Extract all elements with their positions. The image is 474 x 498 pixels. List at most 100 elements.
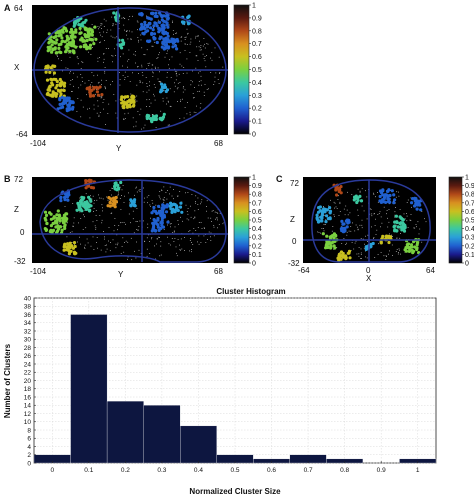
voxel-dot: [179, 249, 181, 251]
cluster-voxel: [410, 201, 414, 205]
voxel-dot: [144, 54, 146, 56]
voxel-dot: [135, 62, 136, 64]
voxel-dot: [93, 249, 95, 250]
cluster-voxel: [161, 216, 165, 220]
voxel-dot: [336, 247, 338, 248]
voxel-dot: [80, 99, 82, 101]
cluster-voxel: [59, 33, 63, 37]
voxel-dot: [121, 107, 123, 109]
colorbar-tick-label: 0.2: [465, 243, 474, 250]
voxel-dot: [180, 101, 181, 102]
voxel-dot: [134, 54, 136, 56]
cluster-voxel: [151, 114, 156, 118]
y-tick-label: 34: [24, 320, 32, 327]
voxel-dot: [349, 212, 351, 214]
voxel-dot: [210, 240, 212, 241]
voxel-dot: [174, 70, 176, 72]
voxel-dot: [346, 231, 348, 233]
voxel-dot: [104, 238, 105, 240]
cluster-voxel: [68, 49, 72, 54]
voxel-dot: [128, 49, 130, 51]
voxel-dot: [357, 228, 359, 230]
voxel-dot: [127, 112, 129, 114]
voxel-dot: [152, 45, 154, 47]
voxel-dot: [169, 223, 171, 225]
voxel-dot: [182, 73, 184, 74]
voxel-dot: [86, 238, 88, 240]
voxel-dot: [111, 16, 113, 18]
cluster-voxel: [176, 208, 180, 213]
voxel-dot: [77, 98, 79, 99]
voxel-dot: [151, 64, 153, 66]
voxel-dot: [191, 249, 192, 250]
cluster-voxel: [80, 22, 84, 26]
voxel-dot: [80, 36, 82, 38]
voxel-dot: [103, 31, 104, 33]
voxel-dot: [198, 222, 200, 223]
voxel-dot: [81, 77, 83, 79]
cluster-voxel: [85, 38, 89, 43]
voxel-dot: [177, 87, 179, 89]
voxel-dot: [151, 200, 153, 201]
voxel-dot: [195, 67, 197, 69]
cluster-voxel: [166, 34, 170, 38]
cluster-voxel: [62, 248, 66, 252]
voxel-dot: [189, 111, 191, 113]
cluster-voxel: [159, 226, 163, 231]
panel-a-letter: A: [4, 3, 11, 13]
voxel-dot: [124, 29, 125, 31]
voxel-dot: [104, 67, 106, 68]
voxel-dot: [73, 225, 74, 227]
voxel-dot: [103, 108, 104, 110]
voxel-dot: [162, 100, 164, 102]
voxel-dot: [206, 200, 208, 202]
voxel-dot: [156, 238, 158, 240]
cluster-voxel: [332, 236, 336, 240]
cluster-voxel: [54, 34, 58, 39]
voxel-dot: [151, 45, 153, 47]
voxel-dot: [140, 108, 142, 110]
voxel-dot: [374, 225, 376, 226]
voxel-dot: [222, 66, 224, 68]
cluster-voxel: [355, 200, 359, 205]
voxel-dot: [104, 245, 106, 246]
voxel-dot: [95, 227, 97, 229]
cluster-voxel: [82, 196, 86, 200]
voxel-dot: [177, 239, 179, 240]
voxel-dot: [146, 106, 147, 107]
cluster-voxel: [64, 219, 68, 223]
voxel-dot: [199, 40, 200, 42]
cluster-voxel: [48, 229, 52, 234]
voxel-dot: [185, 192, 186, 194]
voxel-dot: [130, 38, 131, 40]
voxel-dot: [138, 189, 140, 191]
cluster-voxel: [63, 195, 67, 200]
voxel-dot: [91, 198, 93, 200]
voxel-dot: [112, 55, 114, 57]
cluster-voxel: [62, 26, 66, 30]
voxel-dot: [127, 76, 129, 77]
voxel-dot: [136, 241, 137, 243]
cluster-voxel: [343, 226, 347, 230]
cluster-voxel: [122, 106, 126, 110]
voxel-dot: [74, 244, 75, 246]
voxel-dot: [96, 237, 98, 238]
voxel-dot: [103, 99, 105, 100]
cluster-voxel: [153, 220, 157, 225]
voxel-dot: [117, 244, 118, 246]
panel-b: B 72 Z 0 -32 -104 Y 68: [4, 174, 228, 279]
voxel-dot: [137, 66, 138, 68]
cluster-voxel: [83, 203, 87, 207]
voxel-dot: [126, 34, 127, 36]
voxel-dot: [345, 205, 347, 207]
cluster-voxel: [51, 94, 55, 98]
voxel-dot: [149, 204, 151, 206]
voxel-dot: [198, 235, 200, 237]
voxel-dot: [176, 252, 177, 254]
colorbar-tick-label: 0.3: [465, 235, 474, 242]
voxel-dot: [165, 18, 167, 20]
cluster-voxel: [129, 198, 133, 202]
voxel-dot: [99, 26, 101, 28]
y-tick-label: 32: [24, 328, 32, 335]
voxel-dot: [194, 87, 195, 88]
